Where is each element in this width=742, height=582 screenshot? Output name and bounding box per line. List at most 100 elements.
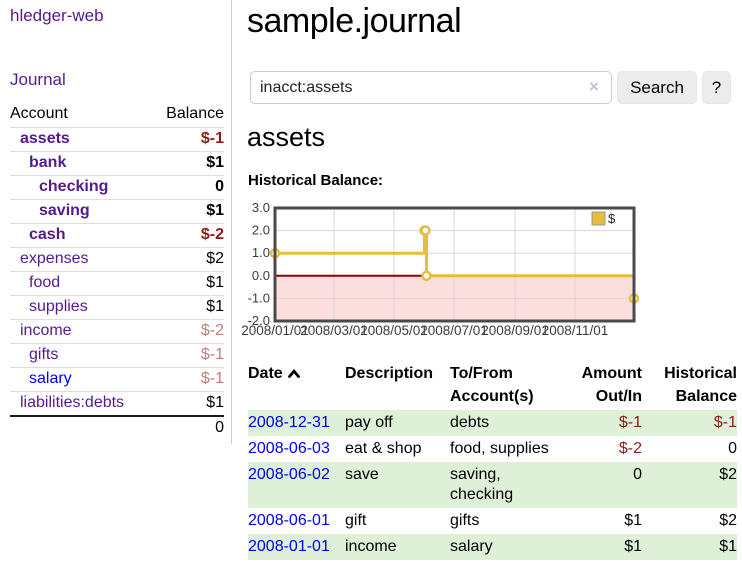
register-row[interactable]: 2008-06-02 save saving, checking 0 $2 [248, 462, 737, 508]
account-link-bank[interactable]: bank [29, 154, 66, 171]
svg-text:$: $ [608, 211, 616, 226]
clear-search-icon[interactable]: × [589, 77, 599, 97]
account-row: income $-2 [10, 320, 224, 344]
register-row[interactable]: 2008-12-31 pay off debts $-1 $-1 [248, 410, 737, 436]
sort-ascending-icon [287, 363, 301, 386]
svg-text:2008/01/01: 2008/01/01 [241, 323, 309, 338]
account-row: gifts $-1 [10, 344, 224, 368]
account-balance: 0 [144, 176, 224, 200]
account-row: bank $1 [10, 152, 224, 176]
accounts-table: Account Balance assets $-1 bank $1 check… [10, 102, 224, 440]
accounts-header-balance: Balance [144, 102, 224, 128]
account-balance: $-2 [144, 320, 224, 344]
account-heading: assets [247, 122, 325, 153]
transaction-date-link[interactable]: 2008-12-31 [248, 414, 330, 431]
account-row: expenses $2 [10, 248, 224, 272]
register-header-balance: Historical Balance [642, 360, 737, 410]
account-link-checking[interactable]: checking [39, 178, 108, 195]
svg-text:2008/07/01: 2008/07/01 [420, 323, 488, 338]
accounts-header-row: Account Balance [10, 102, 224, 128]
account-link-assets[interactable]: assets [20, 130, 70, 147]
cell-balance: $2 [642, 462, 737, 508]
app-title-link[interactable]: hledger-web [10, 6, 104, 26]
svg-text:-1.0: -1.0 [248, 290, 270, 305]
cell-amount: $1 [562, 508, 642, 534]
account-balance: $1 [144, 200, 224, 224]
svg-text:1.0: 1.0 [252, 245, 270, 260]
account-balance: $1 [144, 152, 224, 176]
cell-description: pay off [345, 410, 450, 436]
account-link-salary[interactable]: salary [29, 370, 72, 387]
account-row: food $1 [10, 272, 224, 296]
cell-accounts: food, supplies [450, 436, 562, 462]
cell-description: eat & shop [345, 436, 450, 462]
account-balance: $1 [144, 392, 224, 417]
cell-accounts: debts [450, 410, 562, 436]
accounts-header-account: Account [10, 102, 144, 128]
cell-amount: $-2 [562, 436, 642, 462]
transaction-date-link[interactable]: 2008-06-03 [248, 440, 330, 457]
cell-amount: $-1 [562, 410, 642, 436]
cell-balance: $1 [642, 534, 737, 560]
svg-text:2008/11/01: 2008/11/01 [542, 323, 609, 338]
search-input[interactable] [250, 71, 612, 104]
account-row: saving $1 [10, 200, 224, 224]
account-link-income[interactable]: income [20, 322, 72, 339]
cell-amount: $1 [562, 534, 642, 560]
register-header-date[interactable]: Date [248, 360, 345, 410]
register-header-row: Date Description To/From Account(s) Amou… [248, 360, 737, 410]
register-row[interactable]: 2008-01-01 income salary $1 $1 [248, 534, 737, 560]
cell-description: save [345, 462, 450, 508]
svg-text:3.0: 3.0 [252, 200, 270, 215]
account-row: checking 0 [10, 176, 224, 200]
account-link-expenses[interactable]: expenses [20, 250, 89, 267]
transaction-date-link[interactable]: 2008-01-01 [248, 538, 330, 555]
cell-accounts: salary [450, 534, 562, 560]
svg-text:2008/05/01: 2008/05/01 [360, 323, 428, 338]
cell-accounts: gifts [450, 508, 562, 534]
account-balance: $-1 [144, 368, 224, 392]
historical-balance-chart[interactable]: $3.02.01.00.0-1.0-2.02008/01/012008/03/0… [240, 198, 740, 344]
account-balance: $1 [144, 296, 224, 320]
cell-balance: $2 [642, 508, 737, 534]
account-row: salary $-1 [10, 368, 224, 392]
account-link-liabilities-debts[interactable]: liabilities:debts [20, 394, 124, 411]
svg-text:2.0: 2.0 [252, 223, 270, 238]
account-row: supplies $1 [10, 296, 224, 320]
chart-label: Historical Balance: [248, 172, 383, 189]
page-title: sample.journal [247, 2, 461, 41]
svg-text:2008/03/01: 2008/03/01 [300, 323, 368, 338]
account-balance: $2 [144, 248, 224, 272]
transaction-date-link[interactable]: 2008-06-02 [248, 466, 330, 483]
account-link-cash[interactable]: cash [29, 226, 65, 243]
account-balance: $-2 [144, 224, 224, 248]
cell-amount: 0 [562, 462, 642, 508]
register-header-description: Description [345, 360, 450, 410]
search-button[interactable]: Search [617, 71, 697, 104]
account-link-gifts[interactable]: gifts [29, 346, 58, 363]
cell-balance: 0 [642, 436, 737, 462]
register-row[interactable]: 2008-06-03 eat & shop food, supplies $-2… [248, 436, 737, 462]
accounts-total-row: 0 [10, 416, 224, 440]
accounts-total-value: 0 [144, 416, 224, 440]
account-row: cash $-2 [10, 224, 224, 248]
account-balance: $-1 [144, 344, 224, 368]
account-link-supplies[interactable]: supplies [29, 298, 88, 315]
help-button[interactable]: ? [702, 71, 731, 104]
chart-canvas[interactable]: $3.02.01.00.0-1.0-2.02008/01/012008/03/0… [240, 198, 740, 344]
transaction-date-link[interactable]: 2008-06-01 [248, 512, 330, 529]
cell-balance: $-1 [642, 410, 737, 436]
account-balance: $1 [144, 272, 224, 296]
account-row: assets $-1 [10, 128, 224, 152]
account-link-saving[interactable]: saving [39, 202, 90, 219]
sidebar-item-journal[interactable]: Journal [10, 70, 66, 90]
svg-text:2008/09/01: 2008/09/01 [481, 323, 549, 338]
register-row[interactable]: 2008-06-01 gift gifts $1 $2 [248, 508, 737, 534]
register-header-accounts: To/From Account(s) [450, 360, 562, 410]
account-balance: $-1 [144, 128, 224, 152]
account-row: liabilities:debts $1 [10, 392, 224, 417]
cell-description: income [345, 534, 450, 560]
register-header-amount: Amount Out/In [562, 360, 642, 410]
cell-description: gift [345, 508, 450, 534]
account-link-food[interactable]: food [29, 274, 60, 291]
